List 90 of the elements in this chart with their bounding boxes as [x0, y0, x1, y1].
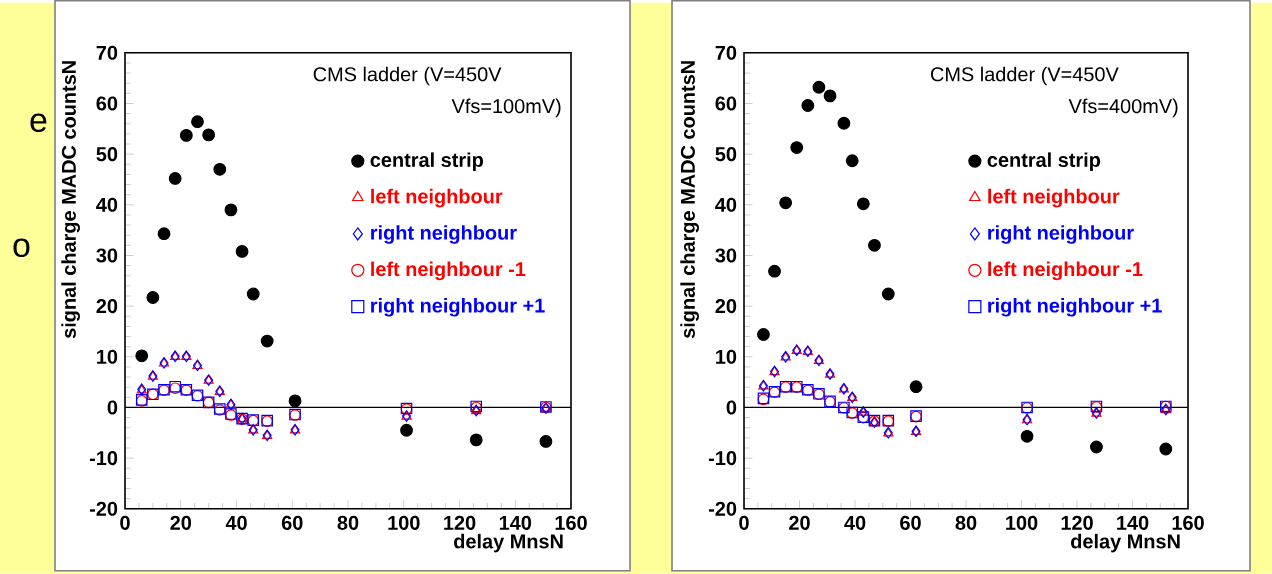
- point: [260, 334, 274, 348]
- x-tick-label: 80: [955, 515, 977, 531]
- x-axis-title: delay MnsN: [1071, 533, 1180, 553]
- x-tick-label: 40: [844, 515, 866, 531]
- x-tick-label: 140: [499, 515, 532, 531]
- y-axis-title: signal charge MADC countsN: [680, 61, 699, 339]
- point: [191, 115, 204, 129]
- legend-label: right neighbour: [988, 225, 1134, 244]
- point: [168, 172, 182, 185]
- point: [779, 196, 793, 210]
- y-tick-label: 20: [96, 299, 118, 314]
- x-tick-label: 40: [225, 515, 247, 531]
- legend-label: left neighbour -1: [371, 261, 526, 281]
- point: [1090, 440, 1103, 454]
- y-tick-label: -10: [89, 451, 118, 466]
- point: [881, 287, 895, 301]
- x-axis-title: delay MnsN: [454, 533, 563, 553]
- point: [179, 129, 193, 142]
- legend-label: right neighbour +1: [988, 298, 1162, 317]
- y-tick-label: 70: [96, 45, 118, 60]
- x-tick-label: 0: [120, 515, 130, 531]
- annotation: CMS ladder (V=450V: [930, 66, 1119, 86]
- y-tick-label: 20: [715, 299, 737, 314]
- y-tick-label: 0: [107, 400, 118, 415]
- point: [790, 141, 804, 155]
- text: e: [30, 113, 47, 133]
- point: [837, 116, 851, 130]
- y-tick-label: 0: [726, 400, 737, 415]
- y-tick-label: 50: [715, 147, 737, 162]
- x-tick-label: 60: [281, 515, 303, 531]
- y-tick-label: 10: [716, 349, 737, 364]
- point: [202, 128, 216, 142]
- y-tick-label: 30: [96, 248, 118, 263]
- x-tick-label: 140: [1117, 515, 1149, 531]
- legend-label: central strip: [987, 152, 1101, 172]
- legend-label: right neighbour +1: [371, 298, 545, 317]
- y-tick-label: -20: [89, 501, 118, 516]
- legend-label: central strip: [370, 152, 484, 172]
- x-tick-label: 60: [900, 515, 921, 531]
- annotation: Vfs=100mV): [451, 98, 561, 118]
- legend-label: left neighbour: [371, 188, 503, 208]
- legend-label: left neighbour: [988, 188, 1120, 208]
- y-tick-label: 50: [96, 147, 118, 162]
- y-tick-label: 30: [715, 248, 737, 263]
- point: [868, 239, 881, 252]
- point: [1020, 430, 1034, 443]
- point: [801, 99, 815, 112]
- legend-label: right neighbour: [371, 225, 517, 244]
- x-tick-label: 100: [388, 515, 420, 531]
- y-tick-label: 40: [715, 197, 737, 212]
- x-tick-label: 0: [739, 515, 749, 531]
- point: [845, 154, 859, 168]
- point: [213, 163, 227, 176]
- y-tick-label: 60: [96, 96, 118, 111]
- point: [539, 435, 553, 448]
- x-tick-label: 160: [1172, 515, 1204, 531]
- point: [469, 433, 483, 447]
- x-tick-label: 20: [789, 515, 810, 531]
- x-tick-label: 100: [1006, 515, 1038, 531]
- point: [757, 328, 770, 341]
- point: [823, 89, 837, 103]
- x-tick-label: 160: [555, 515, 587, 531]
- y-tick-label: -10: [708, 451, 737, 466]
- point: [288, 394, 302, 408]
- point: [1159, 442, 1173, 456]
- point: [246, 287, 260, 301]
- point: [146, 291, 160, 305]
- legend-label: left neighbour -1: [988, 261, 1143, 281]
- y-tick-label: -20: [708, 501, 737, 516]
- x-tick-label: 80: [337, 515, 359, 531]
- point: [856, 197, 870, 211]
- y-tick-label: 10: [97, 349, 118, 364]
- annotation: CMS ladder (V=450V: [313, 66, 502, 86]
- point: [812, 80, 826, 94]
- point: [235, 245, 249, 258]
- y-axis-title: signal charge MADC countsN: [61, 61, 80, 339]
- point: [909, 380, 923, 394]
- point: [135, 349, 149, 363]
- annotation: Vfs=400mV): [1068, 98, 1178, 118]
- point: [400, 423, 413, 437]
- x-tick-label: 120: [1061, 515, 1093, 531]
- y-tick-label: 60: [715, 96, 737, 111]
- y-tick-label: 40: [96, 197, 118, 212]
- x-tick-label: 20: [170, 515, 192, 531]
- y-tick-label: 70: [715, 45, 737, 60]
- point: [224, 203, 238, 217]
- point: [768, 264, 781, 278]
- x-tick-label: 120: [444, 515, 476, 531]
- text: o: [13, 238, 30, 258]
- point: [157, 227, 171, 241]
